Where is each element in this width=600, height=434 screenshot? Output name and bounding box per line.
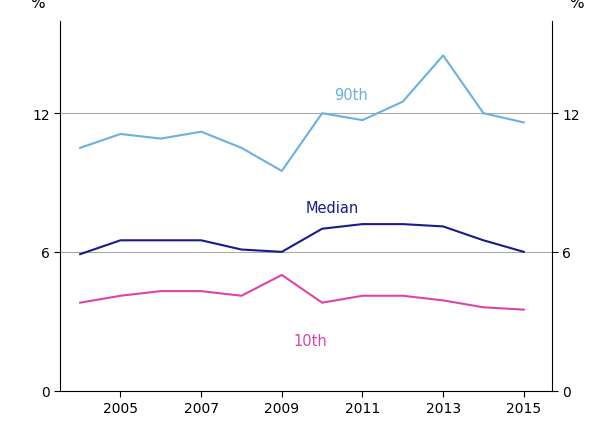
Text: %: % [31,0,45,10]
Text: 90th: 90th [334,87,368,102]
Text: %: % [569,0,584,10]
Text: 10th: 10th [294,333,328,348]
Text: Median: Median [306,201,359,215]
